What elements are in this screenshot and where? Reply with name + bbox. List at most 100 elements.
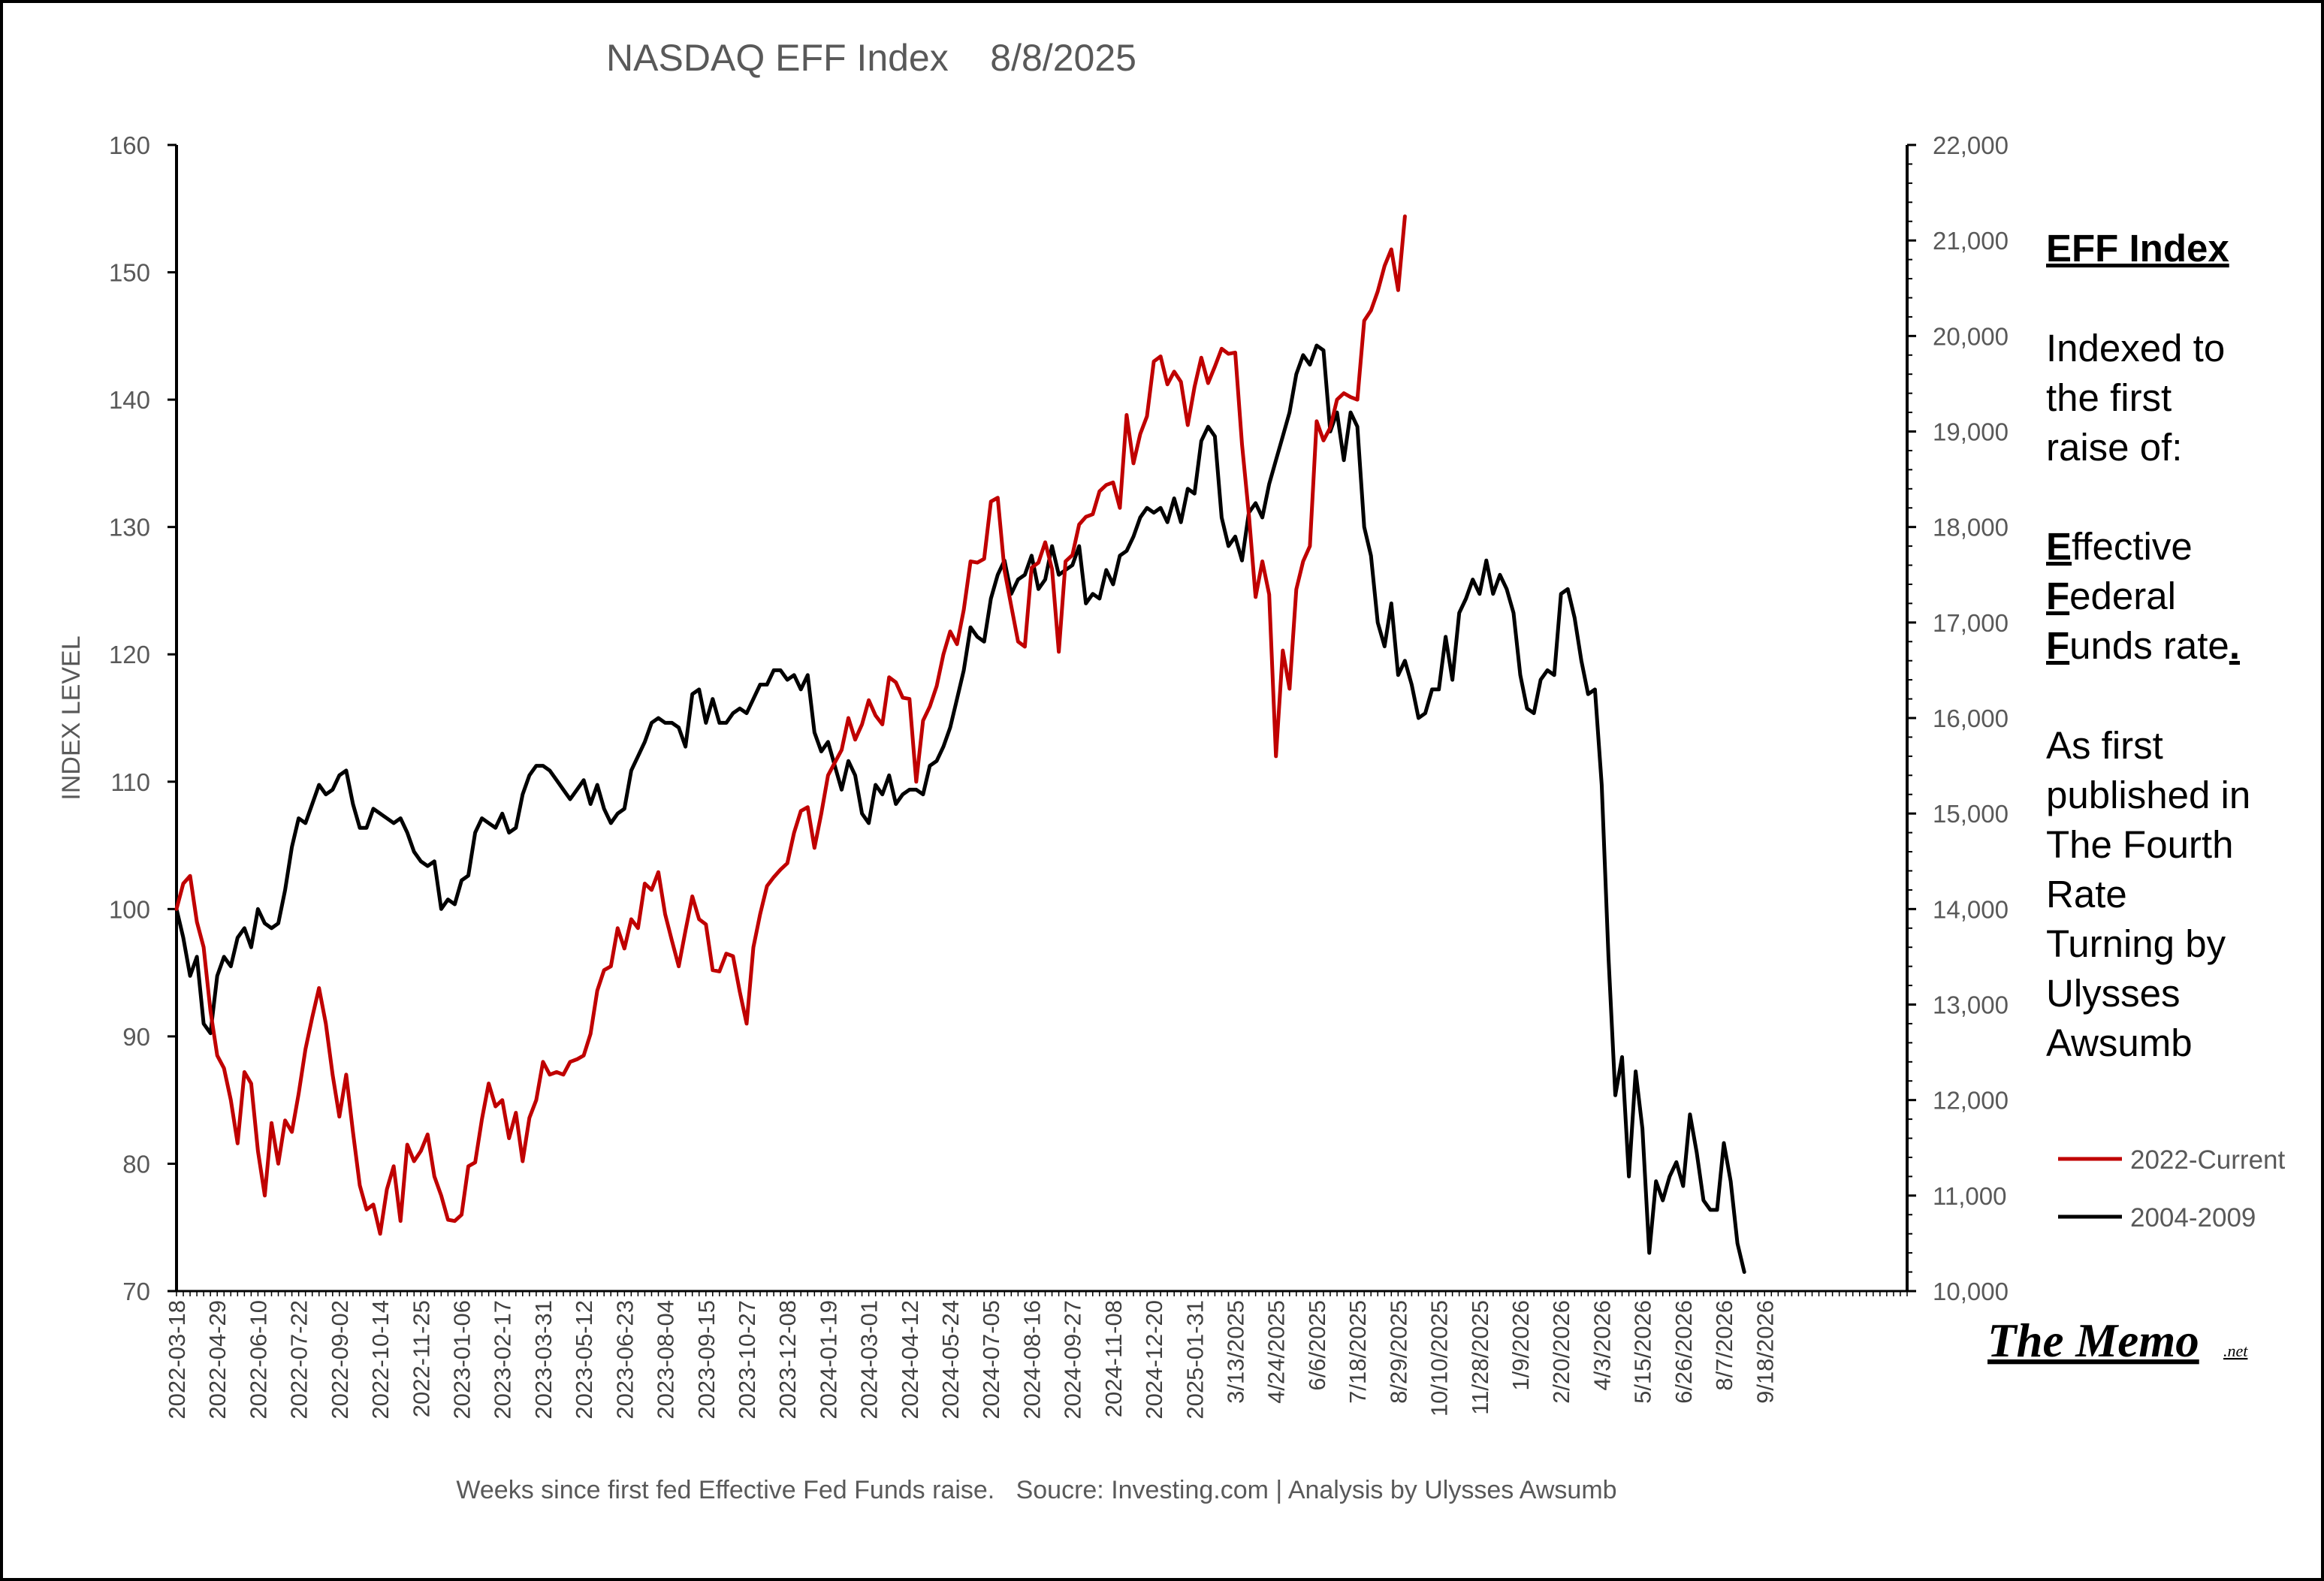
x-tick-label: 8/29/2025 — [1385, 1300, 1411, 1404]
x-tick-label: 2023-02-17 — [490, 1300, 516, 1420]
left-y-tick-label: 150 — [109, 259, 150, 287]
x-tick-label: 2023-03-31 — [530, 1300, 557, 1420]
left-y-tick-label: 120 — [109, 641, 150, 668]
y-axis-label: INDEX LEVEL — [57, 635, 86, 800]
axes — [175, 145, 1909, 1293]
logo-main: The Memo — [1987, 1314, 2199, 1367]
right-y-tick-label: 11,000 — [1933, 1182, 2006, 1210]
right-y-tick-label: 10,000 — [1933, 1278, 2009, 1305]
x-axis-label: Weeks since first fed Effective Fed Fund… — [456, 1476, 1616, 1504]
right-y-tick-label: 19,000 — [1933, 418, 2009, 446]
x-tick-label: 2023-01-06 — [448, 1300, 475, 1420]
sidebar-pub-1: As first — [2046, 724, 2163, 767]
x-tick-label: 2024-03-01 — [856, 1300, 883, 1420]
left-y-tick-label: 100 — [109, 895, 150, 923]
x-tick-label: 1/9/2026 — [1508, 1300, 1534, 1391]
x-tick-label: 2022-10-14 — [367, 1300, 394, 1420]
x-tick-label: 2022-09-02 — [327, 1300, 353, 1420]
x-tick-label: 2023-08-04 — [653, 1300, 679, 1420]
sidebar-heading: EFF Index — [2046, 227, 2229, 270]
x-tick-label: 4/3/2026 — [1589, 1300, 1615, 1391]
left-y-tick-label: 70 — [122, 1278, 150, 1305]
left-y-tick-label: 130 — [109, 514, 150, 542]
legend-label-2022: 2022-Current — [2130, 1145, 2285, 1175]
x-tick-label: 2025-01-31 — [1182, 1300, 1208, 1420]
left-y-tick-label: 90 — [122, 1023, 150, 1051]
right-y-tick-label: 20,000 — [1933, 322, 2009, 350]
x-tick-label: 11/28/2025 — [1467, 1300, 1493, 1415]
x-tick-label: 2024-09-27 — [1060, 1300, 1086, 1420]
x-tick-label: 6/6/2025 — [1304, 1300, 1330, 1391]
bold-e: E — [2046, 525, 2072, 568]
funds-rest: unds rate — [2069, 624, 2229, 667]
x-tick-label: 9/18/2026 — [1752, 1300, 1778, 1404]
right-y-tick-label: 14,000 — [1933, 895, 2009, 923]
right-y-ticks: 22,000 21,000 20,000 19,000 18,000 17,000 16,0… — [1907, 131, 2009, 1305]
right-y-tick-label: 16,000 — [1933, 705, 2009, 732]
sidebar-pub-3: The Fourth — [2046, 823, 2233, 866]
right-y-tick-label: 18,000 — [1933, 514, 2009, 542]
logo-suffix: .net — [2223, 1341, 2248, 1360]
x-tick-label: 2024-12-20 — [1141, 1300, 1167, 1420]
x-tick-label: 2023-09-15 — [693, 1300, 720, 1420]
series-group — [174, 214, 1746, 1275]
legend: 2022-Current 2004-2009 — [2058, 1145, 2285, 1233]
sidebar-pub-6: Ulysses — [2046, 972, 2181, 1015]
series-line-2022-current — [174, 214, 1407, 1236]
x-tick-label: 2022-03-18 — [164, 1300, 190, 1420]
sidebar-line-2: the first — [2046, 376, 2172, 419]
x-tick-label: 7/18/2025 — [1345, 1300, 1371, 1404]
sidebar-pub-4: Rate — [2046, 873, 2127, 916]
x-tick-label: 8/7/2026 — [1711, 1300, 1737, 1391]
sidebar-line-1: Indexed to — [2046, 327, 2225, 370]
right-y-tick-label: 22,000 — [1933, 131, 2009, 159]
series-line-2004-2009 — [174, 343, 1746, 1275]
x-tick-label: 2024-08-16 — [1019, 1300, 1045, 1420]
x-tick-label: 2024-11-08 — [1100, 1300, 1127, 1417]
x-tick-label: 6/26/2026 — [1671, 1300, 1697, 1404]
x-tick-label: 2022-06-10 — [245, 1300, 271, 1420]
right-y-tick-label: 12,000 — [1933, 1087, 2009, 1115]
right-y-tick-label: 17,000 — [1933, 609, 2009, 637]
x-tick-label: 2024-07-05 — [978, 1300, 1004, 1420]
chart-title: NASDAQ EFF Index 8/8/2025 — [606, 37, 1136, 79]
left-y-tick-label: 80 — [122, 1150, 150, 1178]
effective-rest: ffective — [2072, 525, 2193, 568]
legend-label-2004: 2004-2009 — [2130, 1203, 2256, 1233]
sidebar-pub-5: Turning by — [2046, 922, 2226, 965]
x-tick-label: 4/24/2025 — [1263, 1300, 1290, 1404]
sidebar-effective: Effective — [2046, 525, 2193, 568]
left-y-tick-label: 110 — [110, 768, 150, 796]
x-tick-label: 3/13/2025 — [1223, 1300, 1249, 1404]
bold-f1: F — [2046, 575, 2069, 617]
x-tick-label: 2024-04-12 — [897, 1300, 923, 1420]
sidebar-federal: Federal — [2046, 575, 2176, 617]
sidebar-text: EFF Index Indexed to the first raise of:… — [2046, 227, 2250, 1064]
sidebar-pub-2: published in — [2046, 774, 2250, 816]
x-tick-label: 2023-05-12 — [571, 1300, 597, 1420]
sidebar-pub-7: Awsumb — [2046, 1021, 2193, 1064]
x-ticks: 2022-03-18 2022-04-29 2022-06-10 2022-07-22… — [164, 1291, 1908, 1420]
x-tick-label: 10/10/2025 — [1426, 1300, 1453, 1417]
right-y-tick-label: 15,000 — [1933, 800, 2009, 828]
x-tick-label: 2023-10-27 — [734, 1300, 760, 1420]
left-y-tick-label: 160 — [109, 131, 150, 159]
sidebar-funds: Funds rate. — [2046, 624, 2240, 667]
right-y-tick-label: 13,000 — [1933, 991, 2009, 1019]
underlined-period: . — [2229, 624, 2240, 667]
left-y-tick-label: 140 — [109, 386, 150, 414]
x-tick-label: 2022-04-29 — [204, 1300, 231, 1420]
x-tick-label: 2022-11-25 — [408, 1300, 434, 1417]
right-y-tick-label: 21,000 — [1933, 227, 2009, 255]
x-tick-label: 2024-01-19 — [815, 1300, 841, 1420]
x-tick-label: 2023-12-08 — [774, 1300, 801, 1420]
bold-f2: F — [2046, 624, 2069, 667]
sidebar-line-3: raise of: — [2046, 426, 2182, 469]
the-memo-logo: The Memo .net — [1987, 1314, 2248, 1367]
federal-rest: ederal — [2069, 575, 2176, 617]
x-tick-label: 2/20/2026 — [1548, 1300, 1574, 1404]
x-tick-label: 2024-05-24 — [937, 1300, 964, 1420]
x-tick-label: 2022-07-22 — [286, 1300, 312, 1420]
